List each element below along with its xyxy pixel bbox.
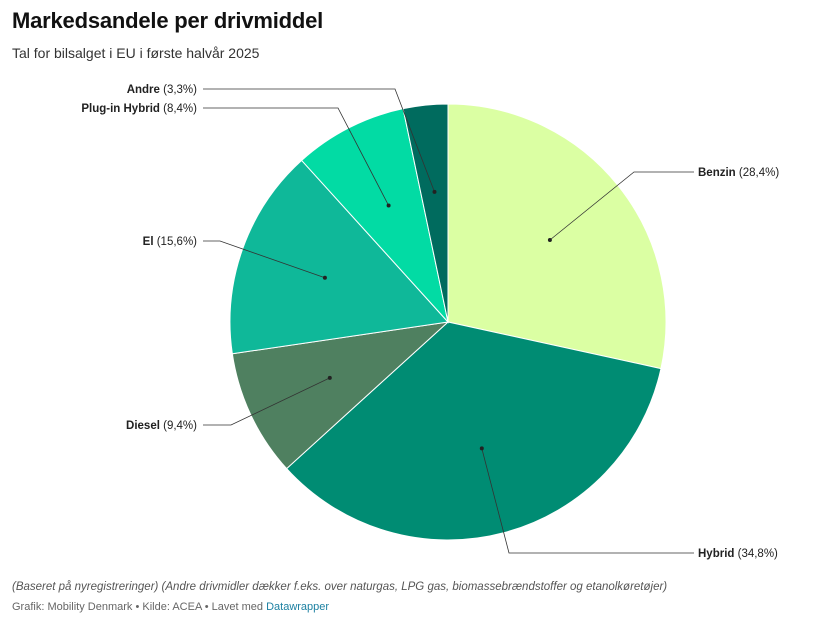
chart-subtitle: Tal for bilsalget i EU i første halvår 2…: [12, 45, 260, 61]
slice-el: [229, 159, 449, 355]
label-name-plug-in-hybrid: Plug-in Hybrid: [81, 103, 160, 115]
footer-credits: Grafik: Mobility Denmark • Kilde: ACEA •…: [12, 601, 267, 613]
label-plug-in-hybrid: Plug-in Hybrid (8,4%): [81, 103, 197, 115]
pie-slices: [229, 103, 667, 541]
label-value-diesel: (9,4%): [160, 420, 197, 432]
leader-line-andre: [203, 88, 435, 193]
leader-line-hybrid: [481, 448, 694, 554]
label-name-el: El: [143, 236, 154, 248]
leader-line-benzin: [549, 171, 694, 241]
leader-dot-el: [322, 275, 327, 280]
leader-dot-plug-in-hybrid: [386, 203, 391, 208]
leader-line-plug-in-hybrid: [203, 107, 389, 206]
leader-dot-diesel: [327, 375, 332, 380]
leader-line-diesel: [203, 377, 330, 426]
label-name-benzin: Benzin: [698, 167, 736, 179]
label-benzin: Benzin (28,4%): [698, 167, 779, 179]
pie-labels: Benzin (28,4%) Hybrid (34,8%) Diesel (9,4%…: [81, 84, 779, 560]
label-value-benzin: (28,4%): [736, 167, 780, 179]
label-name-hybrid: Hybrid: [698, 548, 734, 560]
label-name-diesel: Diesel: [126, 420, 160, 432]
label-el: El (15,6%): [143, 236, 198, 248]
slice-andre: [402, 103, 449, 323]
leader-dot-benzin: [547, 238, 552, 242]
label-value-el: (15,6%): [154, 236, 198, 248]
chart-footer: Grafik: Mobility Denmark • Kilde: ACEA •…: [12, 601, 329, 613]
leader-dot-andre: [432, 189, 437, 194]
datawrapper-link[interactable]: Datawrapper: [266, 601, 330, 613]
label-name-andre: Andre: [127, 84, 160, 96]
slice-plug-in-hybrid: [300, 108, 449, 324]
chart-title: Markedsandele per drivmiddel: [12, 8, 324, 33]
slice-hybrid: [285, 321, 662, 541]
label-value-plug-in-hybrid: (8,4%): [160, 103, 197, 115]
label-value-andre: (3,3%): [160, 84, 197, 96]
leader-dot-hybrid: [479, 446, 484, 451]
label-diesel: Diesel (9,4%): [126, 420, 197, 432]
chart-note: (Baseret på nyregistreringer) (Andre dri…: [12, 581, 668, 593]
leader-line-el: [203, 240, 326, 279]
label-hybrid: Hybrid (34,8%): [698, 548, 778, 560]
label-value-hybrid: (34,8%): [734, 548, 778, 560]
label-andre: Andre (3,3%): [127, 84, 197, 96]
